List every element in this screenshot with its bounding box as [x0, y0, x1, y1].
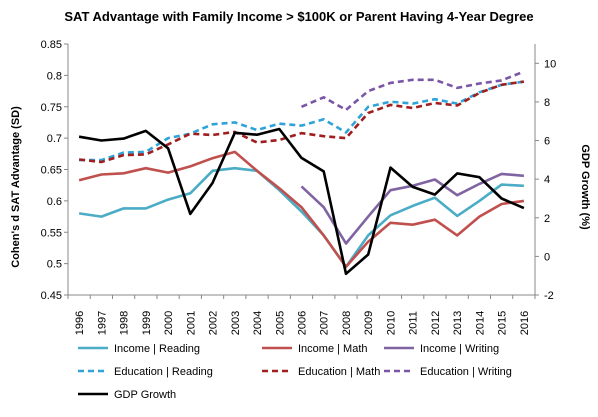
legend: Income | Reading Income | Math Income | Wr…: [78, 343, 512, 401]
y2-tick-label: 6: [544, 136, 550, 148]
legend-label: Income | Math: [298, 343, 368, 355]
x-tick-label: 2014: [474, 311, 486, 335]
series-line-education-math: [78, 80, 525, 164]
series-line-gdp-growth: [78, 127, 525, 276]
legend-label: Income | Reading: [114, 343, 200, 355]
y-tick-label: 0.5: [47, 259, 62, 271]
y2-tick-label: 10: [544, 58, 556, 70]
y2-tick-label: 2: [544, 213, 550, 225]
x-tick-label: 1997: [96, 311, 108, 335]
x-tick-label: 2007: [319, 311, 331, 335]
series-line-income-math: [78, 150, 525, 269]
series-line-education-writing: [300, 70, 525, 112]
x-tick-label: 2008: [341, 311, 353, 335]
axes: 0.45 0.5 0.55 0.6 0.65 0.7 0.75 0.8 0.85 -2 0 2 4 6 8 1…: [41, 39, 557, 335]
y-tick-label: 0.65: [41, 165, 62, 177]
x-tick-label: 2012: [430, 311, 442, 335]
y-tick-label: 0.6: [47, 196, 62, 208]
series-group: [78, 70, 525, 276]
legend-label: Education | Reading: [114, 366, 213, 378]
series-line-education-reading: [79, 80, 525, 162]
y-axis-title: Cohen's d SAT Advantage (SD): [10, 106, 22, 268]
x-tick-label: 2011: [408, 311, 420, 335]
legend-label: Education | Math: [298, 366, 380, 378]
x-tick-label: 1998: [119, 311, 131, 335]
y2-axis-title: GDP Growth (%): [579, 144, 591, 230]
chart-title: SAT Advantage with Family Income > $100K…: [64, 9, 533, 24]
x-tick-label: 2004: [252, 311, 264, 335]
x-tick-label: 2016: [519, 311, 531, 335]
legend-label: Income | Writing: [420, 343, 499, 355]
x-tick-label: 2009: [363, 311, 375, 335]
x-tick-label: 1996: [74, 311, 86, 335]
y2-tick-label: 8: [544, 97, 550, 109]
legend-label: GDP Growth: [114, 389, 176, 401]
series-line-income-writing: [300, 172, 525, 245]
x-tick-label: 2000: [163, 311, 175, 335]
y-tick-label: 0.55: [41, 227, 62, 239]
y-tick-label: 0.45: [41, 290, 62, 302]
y-tick-label: 0.8: [47, 70, 62, 82]
x-tick-label: 2002: [208, 311, 220, 335]
x-tick-label: 2013: [452, 311, 464, 335]
x-tick-label: 2003: [230, 311, 242, 335]
x-tick-label: 1999: [141, 311, 153, 335]
x-tick-label: 2005: [274, 311, 286, 335]
y-tick-label: 0.75: [41, 102, 62, 114]
x-tick-label: 2015: [497, 311, 509, 335]
y2-tick-label: 4: [544, 174, 550, 186]
x-tick-label: 2001: [185, 311, 197, 335]
series-line-income-reading: [78, 166, 524, 269]
y2-tick-label: 0: [544, 251, 550, 263]
x-tick-label: 2006: [297, 311, 309, 335]
legend-label: Education | Writing: [420, 366, 512, 378]
y-tick-label: 0.85: [41, 39, 62, 51]
y2-tick-label: -2: [544, 290, 554, 302]
y-tick-label: 0.7: [47, 133, 62, 145]
x-tick-label: 2010: [385, 311, 397, 335]
